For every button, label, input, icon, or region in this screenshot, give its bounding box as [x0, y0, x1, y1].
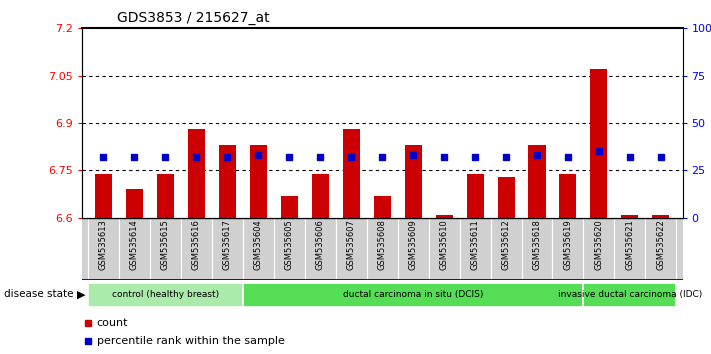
Text: invasive ductal carcinoma (IDC): invasive ductal carcinoma (IDC) [558, 290, 702, 299]
Bar [584, 218, 614, 280]
Bar [436, 215, 453, 218]
Bar [88, 218, 119, 280]
Bar [274, 218, 305, 280]
Text: disease state: disease state [4, 289, 73, 299]
Bar [459, 218, 491, 280]
Text: GSM535613: GSM535613 [99, 219, 108, 270]
Text: GDS3853 / 215627_at: GDS3853 / 215627_at [117, 11, 270, 25]
Text: GSM535614: GSM535614 [130, 219, 139, 270]
Text: GSM535619: GSM535619 [564, 219, 572, 270]
Bar [584, 283, 676, 307]
Text: GSM535609: GSM535609 [409, 219, 417, 270]
Bar [343, 129, 360, 218]
Text: GSM535611: GSM535611 [471, 219, 479, 270]
Bar [281, 196, 298, 218]
Bar [242, 283, 584, 307]
Bar [614, 218, 646, 280]
Bar [88, 283, 242, 307]
Text: GSM535622: GSM535622 [656, 219, 665, 270]
Bar [560, 173, 577, 218]
Text: GSM535612: GSM535612 [501, 219, 510, 270]
Bar [491, 218, 522, 280]
Bar [311, 173, 328, 218]
Text: percentile rank within the sample: percentile rank within the sample [97, 336, 284, 346]
Text: GSM535608: GSM535608 [378, 219, 387, 270]
Text: GSM535621: GSM535621 [626, 219, 634, 270]
Bar [150, 218, 181, 280]
Text: count: count [97, 318, 128, 328]
Bar [250, 145, 267, 218]
Text: GSM535610: GSM535610 [439, 219, 449, 270]
Bar [367, 218, 397, 280]
Bar [429, 218, 459, 280]
Text: GSM535607: GSM535607 [347, 219, 356, 270]
Bar [181, 218, 212, 280]
Bar [336, 218, 367, 280]
Bar [522, 218, 552, 280]
Bar [590, 69, 607, 218]
Bar [621, 215, 638, 218]
Text: GSM535618: GSM535618 [533, 219, 542, 270]
Bar [157, 173, 174, 218]
Bar [95, 173, 112, 218]
Text: GSM535605: GSM535605 [285, 219, 294, 270]
Bar [219, 145, 236, 218]
Bar [397, 218, 429, 280]
Text: GSM535606: GSM535606 [316, 219, 325, 270]
Bar [552, 218, 584, 280]
Bar [653, 215, 669, 218]
Bar [119, 218, 150, 280]
Bar [498, 177, 515, 218]
Bar [466, 173, 483, 218]
Text: GSM535616: GSM535616 [192, 219, 201, 270]
Bar [212, 218, 242, 280]
Text: GSM535617: GSM535617 [223, 219, 232, 270]
Bar [188, 129, 205, 218]
Bar [126, 189, 143, 218]
Bar [646, 218, 676, 280]
Bar [405, 145, 422, 218]
Bar [374, 196, 390, 218]
Text: ductal carcinoma in situ (DCIS): ductal carcinoma in situ (DCIS) [343, 290, 483, 299]
Bar [528, 145, 545, 218]
Text: ▶: ▶ [77, 289, 85, 299]
Text: GSM535615: GSM535615 [161, 219, 170, 270]
Bar [242, 218, 274, 280]
Text: control (healthy breast): control (healthy breast) [112, 290, 219, 299]
Text: GSM535604: GSM535604 [254, 219, 263, 270]
Text: GSM535620: GSM535620 [594, 219, 604, 270]
Bar [305, 218, 336, 280]
